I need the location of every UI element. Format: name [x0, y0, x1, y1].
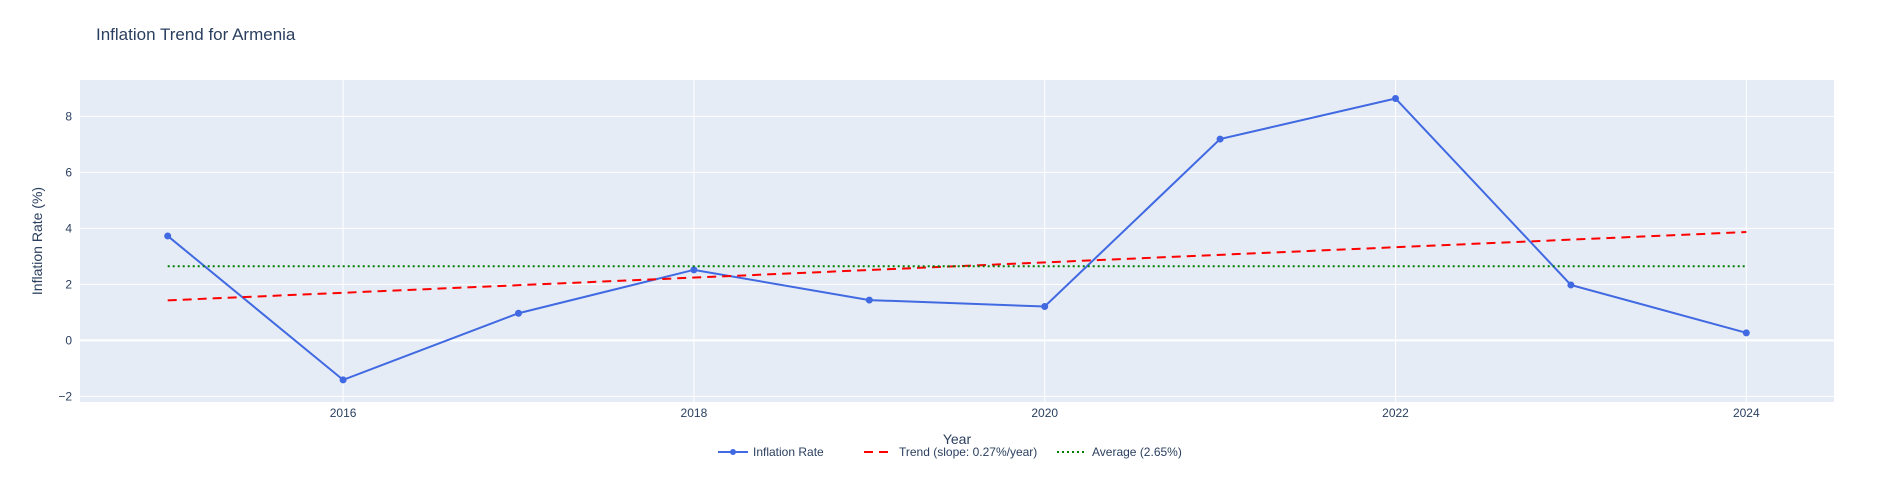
data-point: [164, 232, 172, 240]
y-tick-label: 0: [65, 333, 72, 347]
plot-area: [80, 80, 1834, 402]
data-point: [1041, 303, 1049, 311]
x-axis-title: Year: [943, 431, 972, 447]
legend-label-2[interactable]: Average (2.65%): [1092, 445, 1182, 459]
legend[interactable]: Inflation Rate Trend (slope: 0.27%/year) A…: [718, 445, 1182, 459]
x-tick-label: 2018: [681, 406, 708, 420]
data-point: [1742, 329, 1750, 337]
x-tick-label: 2024: [1733, 406, 1760, 420]
series-line-1: [167, 231, 1747, 302]
data-point: [1567, 281, 1575, 289]
x-tick-label: 2022: [1382, 406, 1409, 420]
data-point: [515, 309, 522, 317]
series-layer: [164, 94, 1750, 384]
data-point: [690, 266, 698, 274]
y-tick-label: 4: [65, 221, 72, 235]
y-tick-label: 6: [65, 165, 72, 179]
chart-title: Inflation Trend for Armenia: [96, 25, 296, 44]
x-tick-label: 2020: [1031, 406, 1058, 420]
y-tick-label: 8: [65, 109, 72, 123]
series-line-0: [167, 97, 1747, 382]
data-point: [865, 296, 873, 304]
legend-label-1[interactable]: Trend (slope: 0.27%/year): [899, 445, 1037, 459]
data-point: [1392, 94, 1399, 102]
data-point: [1216, 135, 1224, 143]
legend-label-0[interactable]: Inflation Rate: [753, 445, 824, 459]
data-point: [339, 376, 347, 384]
y-tick-label: −2: [58, 389, 72, 403]
x-tick-label: 2016: [330, 406, 357, 420]
y-tick-label: 2: [65, 277, 72, 291]
grid: [80, 80, 1834, 402]
y-axis-title: Inflation Rate (%): [29, 187, 45, 295]
tick-labels: 2016 2018 2020 2022 2024 −2 0 2 4 6 8: [58, 109, 1760, 420]
legend-marker: [730, 449, 736, 455]
